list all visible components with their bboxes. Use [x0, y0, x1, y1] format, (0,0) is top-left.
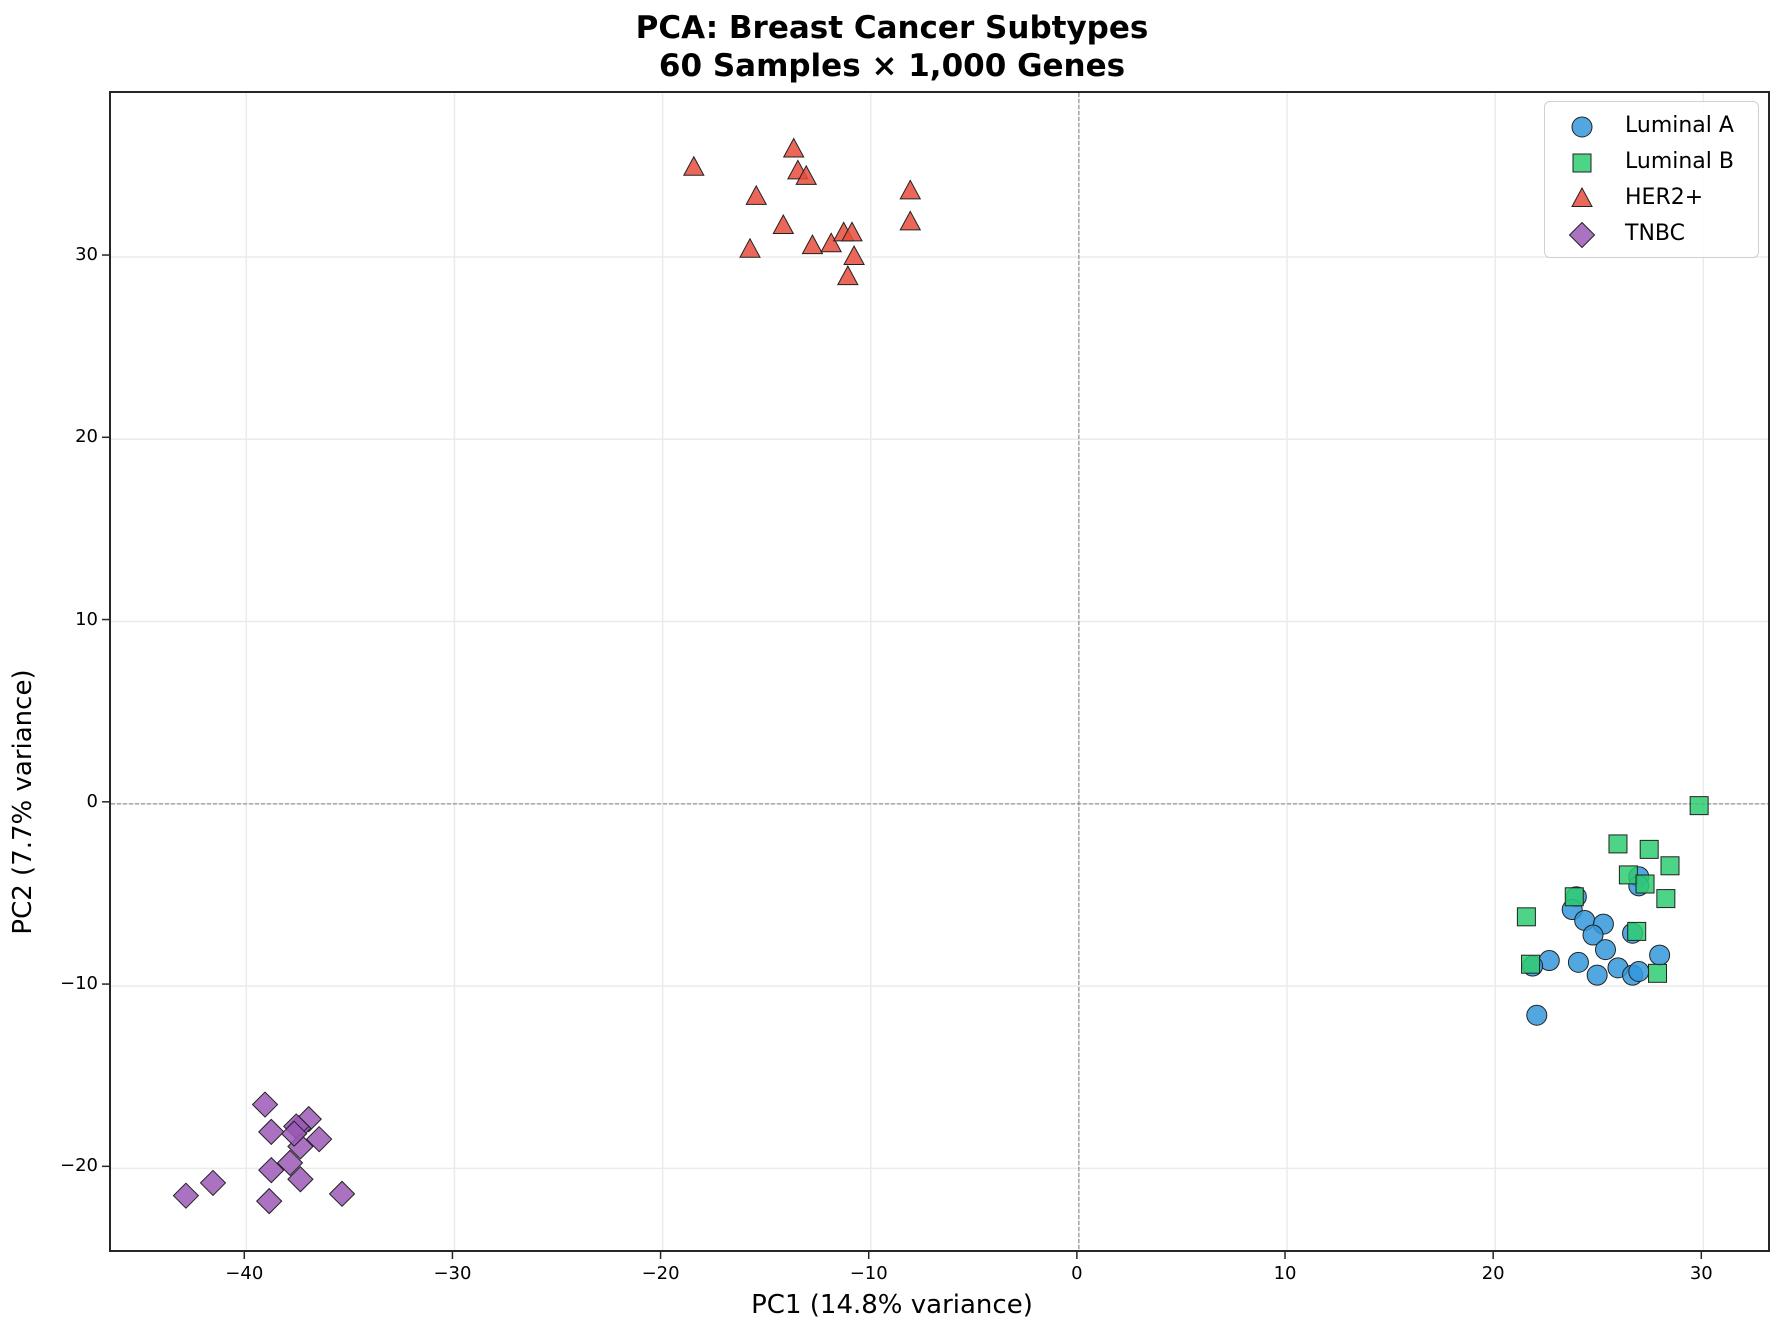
legend-item: TNBC	[1545, 216, 1758, 252]
x-tick-label: −20	[641, 1263, 680, 1284]
y-tick-label: 0	[86, 790, 98, 812]
legend-label: Luminal A	[1625, 113, 1734, 138]
x-tick-label: −10	[849, 1263, 888, 1284]
y-tick-label: −20	[60, 1155, 98, 1177]
y-axis-label: PC2 (7.7% variance)	[8, 669, 38, 935]
legend-item: Luminal A	[1545, 108, 1758, 144]
chart-subtitle: 60 Samples × 1,000 Genes	[658, 48, 1126, 84]
x-tick-label: 10	[1273, 1263, 1297, 1284]
plot-area	[109, 91, 1770, 1252]
y-tick-label: −10	[60, 973, 98, 995]
x-tick-label: −40	[225, 1263, 264, 1284]
circle-marker-icon	[1571, 116, 1593, 138]
x-tick-label: −30	[433, 1263, 472, 1284]
triangle-marker-icon	[1571, 186, 1593, 207]
legend-item: HER2+	[1545, 180, 1758, 216]
series-luminal-b	[1516, 796, 1709, 983]
diamond-marker-icon	[1568, 222, 1596, 248]
scatter-points	[172, 137, 1709, 1215]
y-tick-label: 20	[75, 426, 98, 448]
series-tnbc	[172, 1091, 356, 1215]
chart-title: PCA: Breast Cancer Subtypes	[635, 10, 1149, 46]
square-marker-icon	[1572, 153, 1592, 173]
x-tick-label: 0	[1071, 1263, 1083, 1284]
x-tick-label: 20	[1481, 1263, 1505, 1284]
legend: Luminal A Luminal B HER2+ TNBC	[1544, 101, 1759, 258]
y-tick-label: 10	[75, 608, 98, 630]
grid-lines	[111, 93, 1768, 1250]
legend-label: Luminal B	[1625, 149, 1734, 174]
legend-label: HER2+	[1625, 185, 1704, 210]
legend-label: TNBC	[1625, 221, 1685, 246]
series-her2-	[682, 137, 922, 286]
y-tick-label: 30	[75, 244, 98, 266]
legend-item: Luminal B	[1545, 144, 1758, 180]
x-axis-label: PC1 (14.8% variance)	[751, 1290, 1033, 1320]
x-tick-label: 30	[1689, 1263, 1713, 1284]
